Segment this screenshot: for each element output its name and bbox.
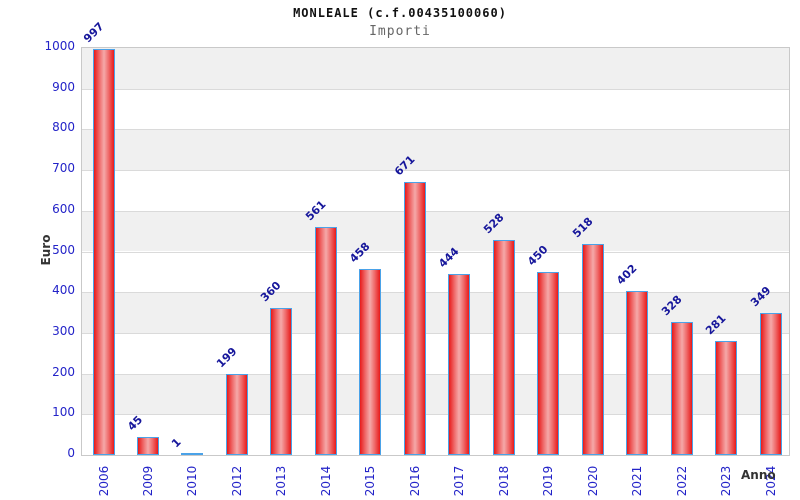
bar-2019 <box>537 271 560 455</box>
gridline <box>82 210 789 212</box>
bar-2012 <box>225 374 248 455</box>
x-tick-label-2019: 2019 <box>541 465 556 497</box>
x-axis-title: Anno <box>741 468 776 482</box>
gridline <box>82 88 789 90</box>
x-tick-label-2021: 2021 <box>630 465 645 497</box>
gridline <box>82 292 789 294</box>
y-tick-label: 700 <box>52 161 75 176</box>
x-tick-label-2018: 2018 <box>496 465 511 497</box>
gridline <box>82 251 789 253</box>
gridline <box>82 170 789 172</box>
gridline <box>82 129 789 131</box>
x-tick-label-2022: 2022 <box>674 465 689 497</box>
gridline <box>82 373 789 375</box>
x-tick-label-2006: 2006 <box>96 465 111 497</box>
bar-2018 <box>492 240 515 455</box>
bar-2023 <box>715 340 738 455</box>
y-tick-label: 200 <box>52 364 75 379</box>
gridline <box>82 332 789 334</box>
plot-band <box>82 129 789 171</box>
y-tick-label: 1000 <box>44 39 75 53</box>
y-tick-label: 900 <box>52 79 75 94</box>
x-tick-label-2009: 2009 <box>140 465 155 497</box>
y-tick-label: 600 <box>52 201 75 216</box>
bar-2015 <box>359 268 382 455</box>
plot-band <box>82 170 789 211</box>
y-axis-title: Euro <box>39 234 53 266</box>
x-tick-label-2015: 2015 <box>363 465 378 497</box>
y-tick-label: 800 <box>52 120 75 135</box>
bar-2009 <box>136 436 159 455</box>
bar-2020 <box>581 244 604 455</box>
chart-title: MONLEALE (c.f.00435100060) <box>293 6 507 20</box>
y-tick-label: 100 <box>52 405 75 420</box>
y-tick-label: 0 <box>67 446 75 460</box>
bar-2021 <box>626 291 649 455</box>
y-tick-label: 500 <box>52 242 75 257</box>
plot-area: 997 45 1 199 360 561 458 671 444 528 450 518 402 328 2… <box>81 20 790 456</box>
plot-band <box>82 210 789 252</box>
y-tick-label: 400 <box>52 283 75 298</box>
chart-subtitle: Importi <box>369 24 431 39</box>
plot-band <box>82 89 789 130</box>
bar-2016 <box>403 181 426 455</box>
x-tick-label-2010: 2010 <box>185 465 200 497</box>
y-tick-label: 300 <box>52 323 75 338</box>
bar-2010 <box>181 453 204 455</box>
bar-2006 <box>92 49 115 455</box>
bar-2022 <box>670 321 693 455</box>
gridline <box>82 414 789 416</box>
x-tick-label-2023: 2023 <box>719 465 734 497</box>
plot-band <box>82 48 789 89</box>
x-tick-label-2014: 2014 <box>318 465 333 497</box>
x-tick-label-2016: 2016 <box>407 465 422 497</box>
x-tick-label-2013: 2013 <box>274 465 289 497</box>
plot-band <box>82 252 789 293</box>
x-tick-label-2020: 2020 <box>585 465 600 497</box>
x-tick-label-2012: 2012 <box>229 465 244 497</box>
bar-2014 <box>314 226 337 455</box>
x-tick-label-2017: 2017 <box>452 465 467 497</box>
bar-2013 <box>270 308 293 455</box>
bar-2024 <box>759 312 782 455</box>
bar-2017 <box>448 274 471 455</box>
